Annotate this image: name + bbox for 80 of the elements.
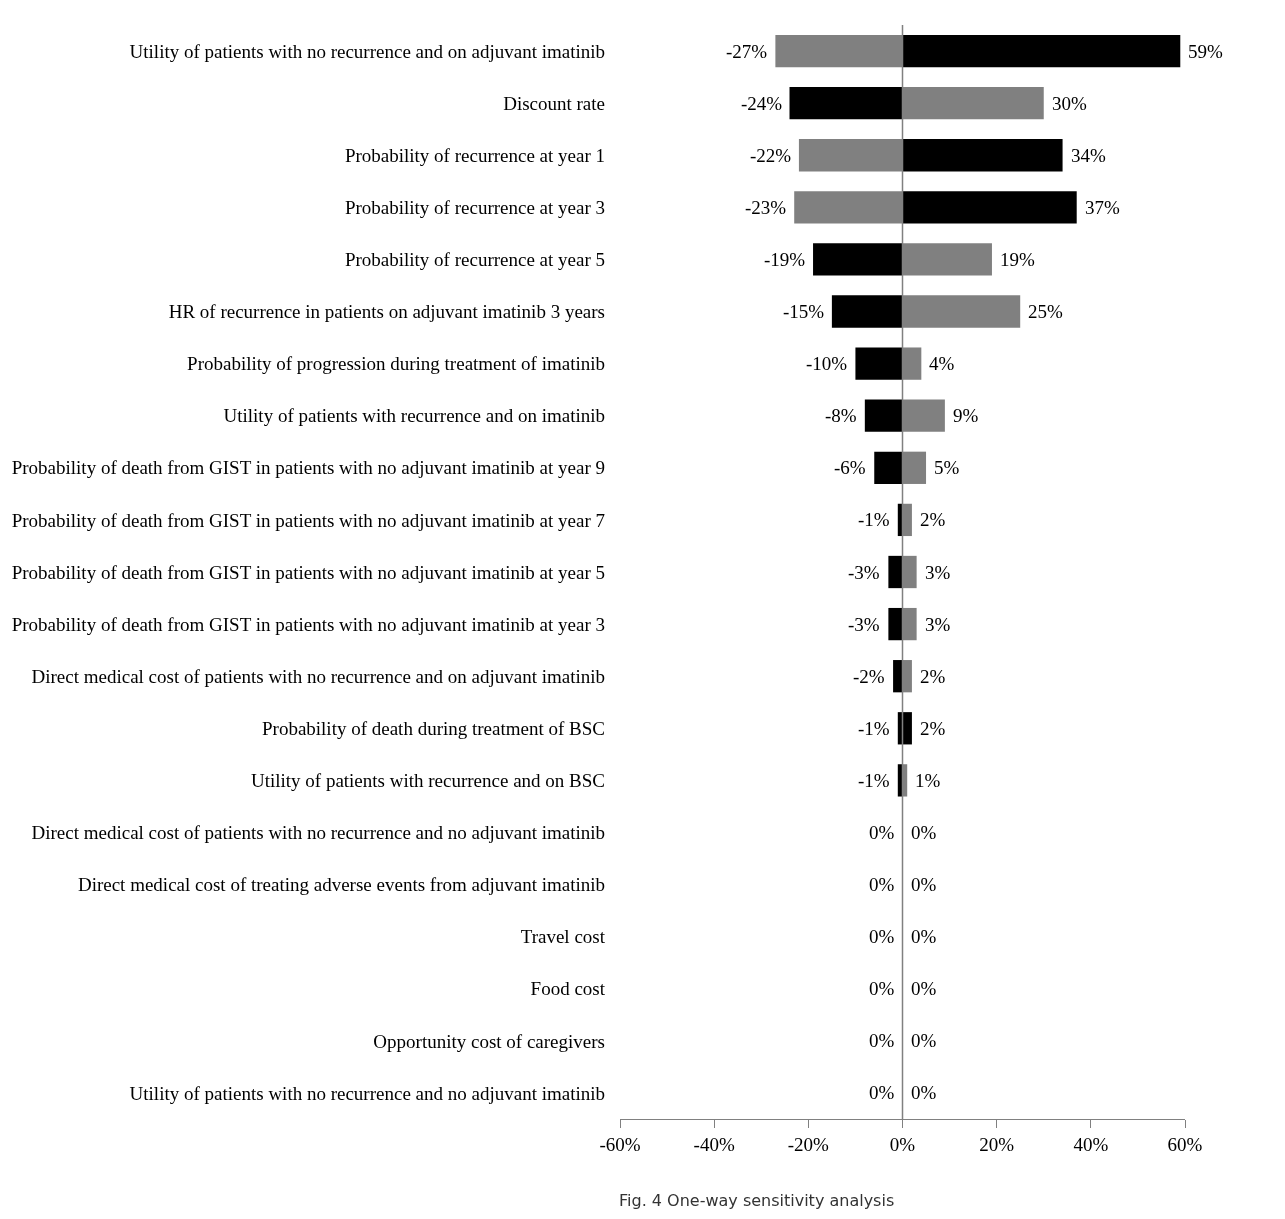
y-tick-label: Food cost xyxy=(530,978,606,1000)
bar xyxy=(789,86,903,120)
data-label: 0% xyxy=(911,1082,937,1103)
data-label: -15% xyxy=(783,301,825,322)
bar xyxy=(874,451,903,484)
y-tick-label: Probability of death from GIST in patients with no adjuvant imatinib at year 9 xyxy=(11,457,605,479)
data-label: -19% xyxy=(764,249,806,270)
data-label: -2% xyxy=(853,666,885,687)
data-label: 2% xyxy=(920,509,946,530)
bar xyxy=(864,399,903,432)
x-tick-label: 40% xyxy=(1073,1133,1109,1155)
data-label: 0% xyxy=(911,926,937,947)
data-label: 0% xyxy=(869,874,895,895)
y-tick-label: Probability of recurrence at year 1 xyxy=(344,144,605,166)
data-label: -6% xyxy=(834,457,866,478)
data-label: -23% xyxy=(745,197,787,218)
y-tick-label: Utility of patients with no recurrence and on adjuvant imatinib xyxy=(129,40,605,62)
x-tick-label: -40% xyxy=(693,1133,735,1155)
y-tick-label: Direct medical cost of patients with no recurrence and on adjuvant imatinib xyxy=(31,665,605,687)
data-label: -1% xyxy=(858,770,890,791)
data-label: 0% xyxy=(869,1082,895,1103)
data-label: 2% xyxy=(920,666,946,687)
y-tick-label: Probability of death during treatment of BSC xyxy=(261,717,605,739)
data-label: 0% xyxy=(869,1030,895,1051)
data-label: 0% xyxy=(911,978,937,999)
data-label: -10% xyxy=(806,353,848,374)
data-label: 3% xyxy=(925,562,951,583)
bar xyxy=(893,660,903,693)
y-tick-label: Probability of death from GIST in patients with no adjuvant imatinib at year 5 xyxy=(11,561,605,583)
y-tick-label: Discount rate xyxy=(503,92,605,114)
data-label: -27% xyxy=(726,41,768,62)
data-label: 34% xyxy=(1071,145,1106,166)
y-tick-label: Probability of death from GIST in patients with no adjuvant imatinib at year 7 xyxy=(11,509,605,531)
x-tick-label: 60% xyxy=(1167,1133,1203,1155)
data-label: 4% xyxy=(929,353,955,374)
data-label: -8% xyxy=(825,405,857,426)
y-tick-label: Travel cost xyxy=(520,926,606,948)
data-label: 0% xyxy=(911,822,937,843)
y-tick-label: Probability of death from GIST in patients with no adjuvant imatinib at year 3 xyxy=(11,613,605,635)
data-label: 0% xyxy=(869,978,895,999)
y-tick-label: HR of recurrence in patients on adjuvant imatinib 3 years xyxy=(168,301,605,323)
data-label: 3% xyxy=(925,614,951,635)
y-tick-label: Probability of recurrence at year 5 xyxy=(344,249,605,271)
data-label: 2% xyxy=(920,718,946,739)
bar xyxy=(888,555,903,589)
x-tick-label: 0% xyxy=(889,1133,916,1155)
data-label: 0% xyxy=(911,1030,937,1051)
data-label: 59% xyxy=(1188,41,1223,62)
bar xyxy=(831,295,903,328)
x-tick-label: -20% xyxy=(787,1133,830,1155)
data-label: -22% xyxy=(750,145,792,166)
data-label: -24% xyxy=(741,93,783,114)
data-label: 37% xyxy=(1085,197,1120,218)
y-tick-label: Direct medical cost of patients with no recurrence and no adjuvant imatinib xyxy=(31,822,605,844)
data-label: -3% xyxy=(848,562,880,583)
data-label: 30% xyxy=(1052,93,1087,114)
data-label: -3% xyxy=(848,614,880,635)
y-tick-label: Utility of patients with recurrence and on imatinib xyxy=(223,405,605,427)
data-label: -1% xyxy=(858,509,890,530)
y-tick-label: Probability of progression during treatment of imatinib xyxy=(187,353,605,375)
y-tick-label: Probability of recurrence at year 3 xyxy=(344,196,605,218)
data-label: 0% xyxy=(869,822,895,843)
bar xyxy=(855,347,903,380)
y-tick-label: Opportunity cost of caregivers xyxy=(373,1030,605,1052)
y-tick-label: Direct medical cost of treating adverse events from adjuvant imatinib xyxy=(77,874,605,896)
y-tick-label: Utility of patients with recurrence and on BSC xyxy=(250,770,605,792)
data-label: 0% xyxy=(869,926,895,947)
y-tick-label: Utility of patients with no recurrence and no adjuvant imatinib xyxy=(129,1082,605,1104)
bar xyxy=(888,607,903,641)
data-label: 9% xyxy=(953,405,979,426)
data-label: -1% xyxy=(858,718,890,739)
data-label: 0% xyxy=(911,874,937,895)
x-tick-label: 20% xyxy=(979,1133,1015,1155)
x-tick-label: -60% xyxy=(599,1133,641,1155)
data-label: 5% xyxy=(934,457,960,478)
data-label: 25% xyxy=(1028,301,1063,322)
data-label: 19% xyxy=(1000,249,1035,270)
data-label: 1% xyxy=(915,770,941,791)
caption: Fig. 4 One-way sensitivity analysis xyxy=(619,1191,895,1210)
bar xyxy=(813,243,903,276)
